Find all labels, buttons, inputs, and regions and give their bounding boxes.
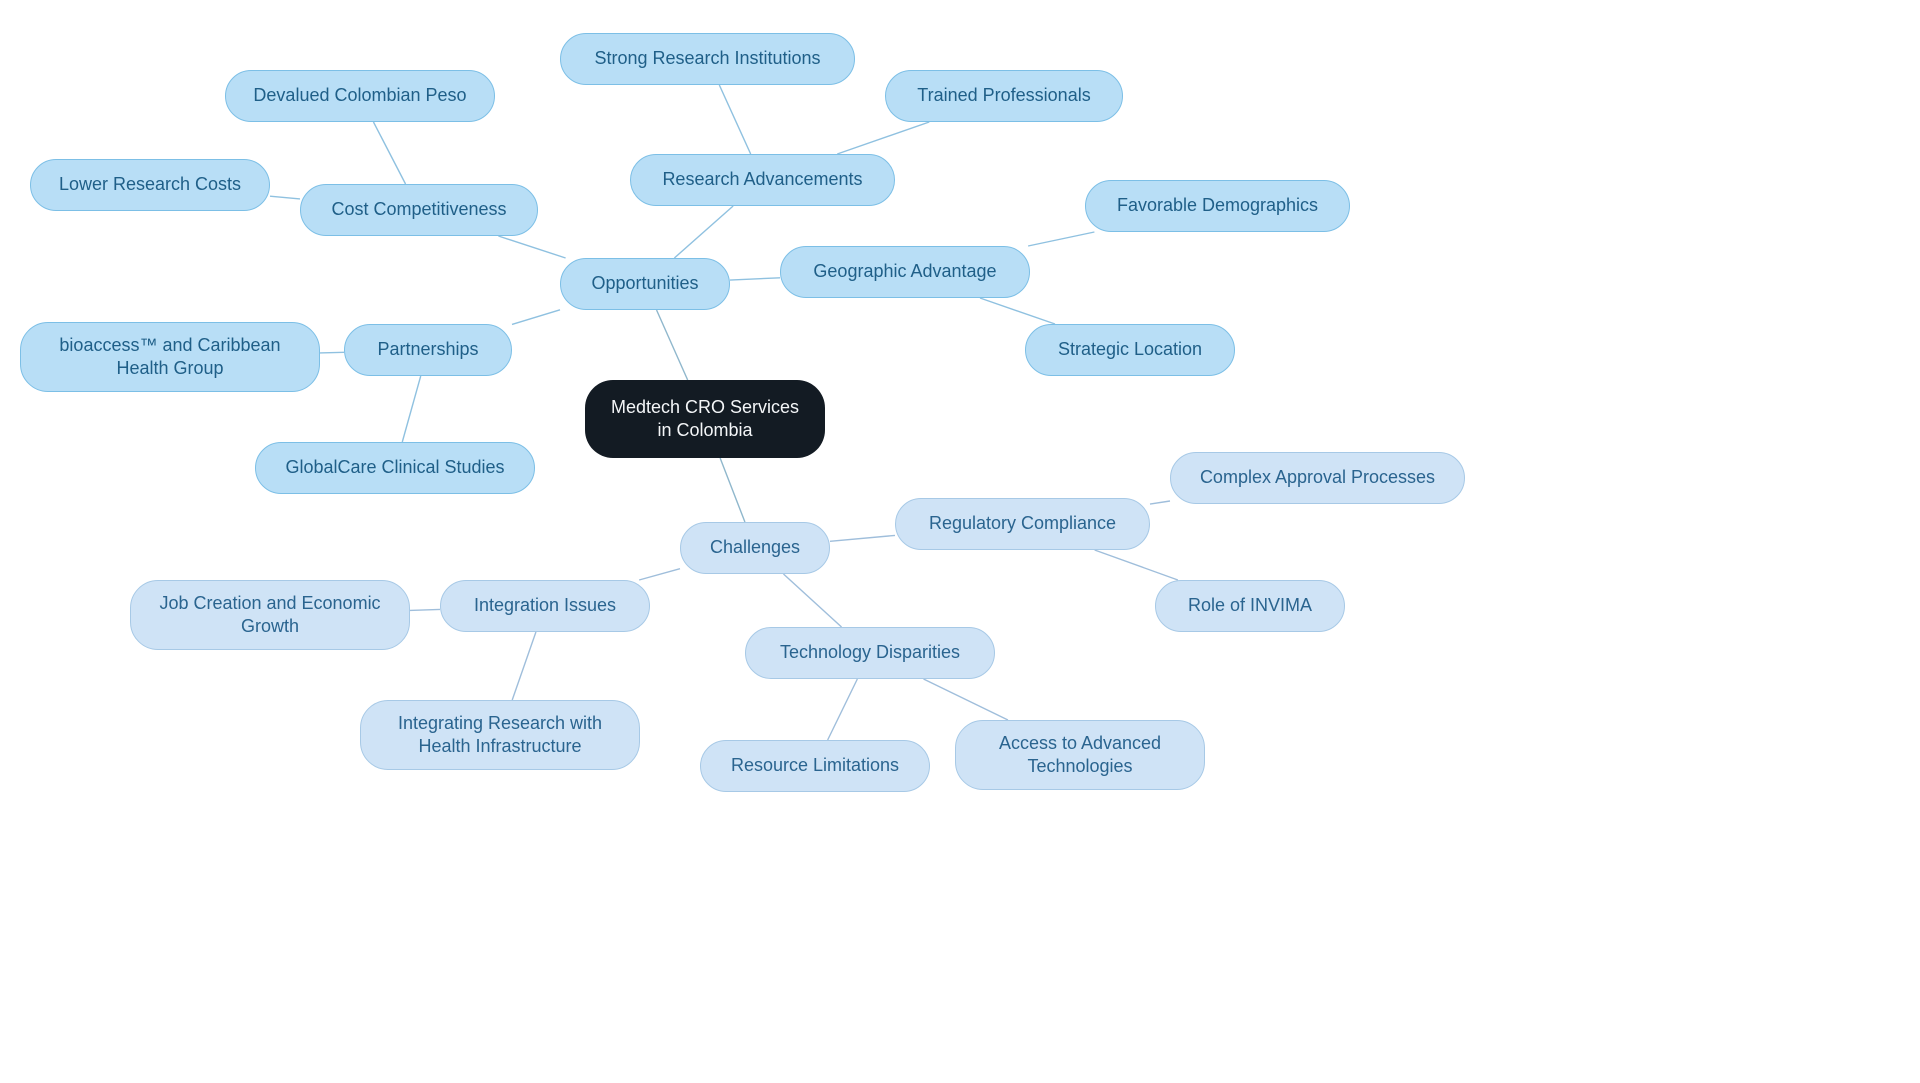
node-label: Job Creation and Economic Growth xyxy=(153,592,387,639)
job_creation-node: Job Creation and Economic Growth xyxy=(130,580,410,650)
complex_approval-node: Complex Approval Processes xyxy=(1170,452,1465,504)
tech_disp-node: Technology Disparities xyxy=(745,627,995,679)
node-label: Lower Research Costs xyxy=(59,173,241,196)
partnerships-node: Partnerships xyxy=(344,324,512,376)
node-label: Devalued Colombian Peso xyxy=(253,84,466,107)
globalcare-node: GlobalCare Clinical Studies xyxy=(255,442,535,494)
node-label: Trained Professionals xyxy=(917,84,1090,107)
bioaccess-node: bioaccess™ and Caribbean Health Group xyxy=(20,322,320,392)
node-label: Resource Limitations xyxy=(731,754,899,777)
node-label: Role of INVIMA xyxy=(1188,594,1312,617)
challenges-node: Challenges xyxy=(680,522,830,574)
node-label: Regulatory Compliance xyxy=(929,512,1116,535)
node-label: Technology Disparities xyxy=(780,641,960,664)
node-label: Access to Advanced Technologies xyxy=(978,732,1182,779)
resource_lim-node: Resource Limitations xyxy=(700,740,930,792)
node-label: Research Advancements xyxy=(662,168,862,191)
node-label: Partnerships xyxy=(377,338,478,361)
node-label: Integration Issues xyxy=(474,594,616,617)
node-label: GlobalCare Clinical Studies xyxy=(285,456,504,479)
node-label: Integrating Research with Health Infrast… xyxy=(383,712,617,759)
devalued_peso-node: Devalued Colombian Peso xyxy=(225,70,495,122)
reg_comp-node: Regulatory Compliance xyxy=(895,498,1150,550)
strong_inst-node: Strong Research Institutions xyxy=(560,33,855,85)
trained_pros-node: Trained Professionals xyxy=(885,70,1123,122)
node-label: Strong Research Institutions xyxy=(594,47,820,70)
invima-node: Role of INVIMA xyxy=(1155,580,1345,632)
research_adv-node: Research Advancements xyxy=(630,154,895,206)
node-label: Geographic Advantage xyxy=(813,260,996,283)
node-label: bioaccess™ and Caribbean Health Group xyxy=(43,334,297,381)
node-label: Favorable Demographics xyxy=(1117,194,1318,217)
opportunities-node: Opportunities xyxy=(560,258,730,310)
node-label: Challenges xyxy=(710,536,800,559)
access_tech-node: Access to Advanced Technologies xyxy=(955,720,1205,790)
lower_costs-node: Lower Research Costs xyxy=(30,159,270,211)
integration-node: Integration Issues xyxy=(440,580,650,632)
node-label: Opportunities xyxy=(591,272,698,295)
node-label: Strategic Location xyxy=(1058,338,1202,361)
integrating_research-node: Integrating Research with Health Infrast… xyxy=(360,700,640,770)
node-label: Complex Approval Processes xyxy=(1200,466,1435,489)
fav_demo-node: Favorable Demographics xyxy=(1085,180,1350,232)
node-label: Medtech CRO Services in Colombia xyxy=(607,396,803,443)
root-node: Medtech CRO Services in Colombia xyxy=(585,380,825,458)
strat_loc-node: Strategic Location xyxy=(1025,324,1235,376)
geo_adv-node: Geographic Advantage xyxy=(780,246,1030,298)
node-label: Cost Competitiveness xyxy=(331,198,506,221)
cost_comp-node: Cost Competitiveness xyxy=(300,184,538,236)
